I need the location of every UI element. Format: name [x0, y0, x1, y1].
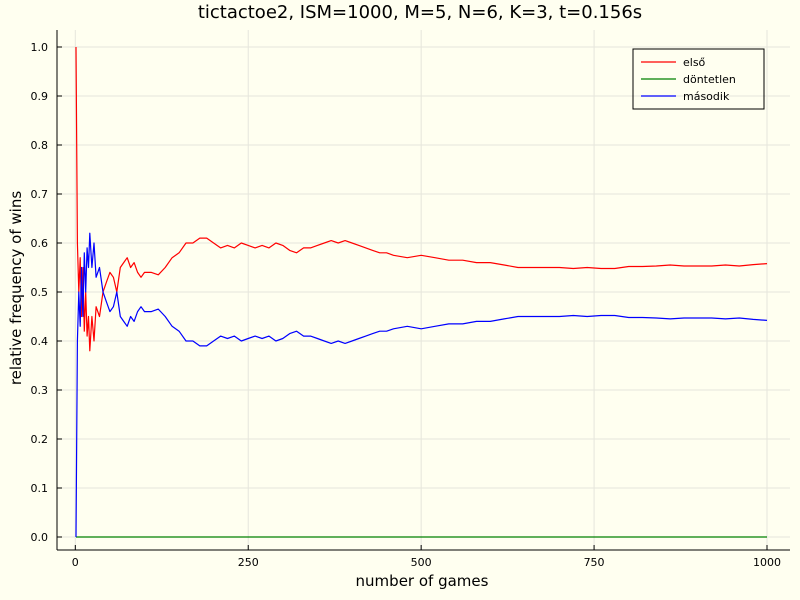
y-tick-labels: 0.0 0.1 0.2 0.3 0.4 0.5 0.6 0.7 0.8 0.9 1.0	[31, 41, 62, 544]
legend: első döntetlen második	[632, 48, 765, 110]
x-tick-label: 750	[584, 556, 605, 569]
x-tick-label: 0	[72, 556, 79, 569]
chart-title: tictactoe2, ISM=1000, M=5, N=6, K=3, t=0…	[198, 2, 642, 23]
y-tick-label: 0.6	[31, 237, 49, 250]
x-tick-label: 1000	[753, 556, 781, 569]
legend-label-masodik: második	[683, 90, 730, 103]
y-tick-label: 0.0	[31, 531, 49, 544]
legend-label-elso: első	[683, 56, 706, 69]
y-tick-label: 0.2	[31, 433, 49, 446]
y-tick-label: 0.4	[31, 335, 49, 348]
y-tick-label: 0.3	[31, 384, 49, 397]
y-axis-label: relative frequency of wins	[7, 191, 25, 386]
y-tick-label: 1.0	[31, 41, 49, 54]
x-axis-label: number of games	[356, 572, 489, 590]
legend-box	[632, 48, 765, 110]
y-tick-label: 0.7	[31, 188, 49, 201]
y-tick-label: 0.8	[31, 139, 49, 152]
y-tick-label: 0.5	[31, 286, 49, 299]
y-tick-label: 0.9	[31, 90, 49, 103]
y-tick-label: 0.1	[31, 482, 49, 495]
legend-label-dontetlen: döntetlen	[683, 73, 736, 86]
x-tick-label: 250	[238, 556, 259, 569]
axes	[56, 30, 790, 551]
series-layer	[75, 46, 768, 538]
x-tick-labels: 0 250 500 750 1000	[72, 545, 781, 569]
series-line-masodik	[75, 232, 768, 538]
x-tick-label: 500	[411, 556, 432, 569]
